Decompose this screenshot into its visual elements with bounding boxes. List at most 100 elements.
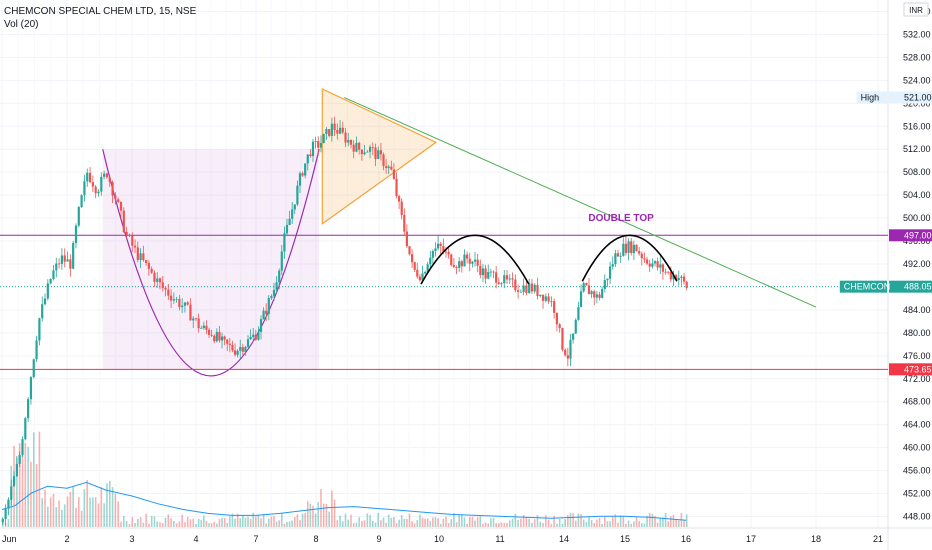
- candle-body: [577, 307, 580, 320]
- volume-bar: [306, 501, 309, 527]
- time-axis[interactable]: Jun 2 3 4 7 8 9 10 11 14 15 16 17 18 21: [2, 534, 883, 544]
- candle-body: [231, 344, 234, 351]
- currency-box[interactable]: [903, 2, 929, 17]
- candle-body: [328, 129, 331, 136]
- volume-bar: [421, 517, 424, 527]
- volume-bar: [533, 519, 536, 527]
- candle-body: [119, 201, 123, 211]
- candle-body: [202, 325, 205, 328]
- volume-bar: [322, 503, 325, 527]
- volume-bar: [468, 516, 471, 527]
- volume-bar: [395, 523, 398, 527]
- candle-body: [593, 291, 596, 298]
- price-tag-value: 473.65: [904, 364, 932, 374]
- price-tag: [889, 280, 932, 293]
- price-tick-label: 456.00: [903, 466, 931, 476]
- volume-bar: [625, 523, 627, 527]
- price-tick-label: 472.00: [903, 374, 931, 384]
- volume-bar: [662, 517, 664, 527]
- volume-bar: [242, 514, 244, 527]
- candle-body: [489, 271, 492, 273]
- candle-body: [317, 141, 320, 148]
- candle-body: [622, 243, 625, 256]
- volume-bar: [531, 522, 533, 527]
- volume-bar: [137, 518, 139, 527]
- volume-bar: [683, 520, 685, 527]
- candle-body: [442, 246, 445, 252]
- volume-bar: [455, 522, 458, 527]
- candle-body: [18, 455, 21, 464]
- candle-body: [635, 244, 638, 252]
- candle-body: [410, 254, 414, 263]
- volume-bar: [596, 519, 598, 527]
- volume-bar: [226, 522, 229, 527]
- volume-bar: [411, 521, 413, 527]
- candle-body: [333, 123, 336, 131]
- volume-bar: [393, 516, 395, 527]
- volume-bar: [341, 521, 344, 527]
- volume-bar: [283, 523, 286, 527]
- candle-body: [408, 246, 411, 255]
- candle-body: [544, 296, 547, 301]
- volume-bar: [159, 522, 161, 527]
- volume-bar: [675, 519, 677, 527]
- volume-bar: [94, 497, 97, 527]
- volume-bar: [659, 518, 662, 527]
- volume-bar: [601, 524, 603, 527]
- candle-body: [158, 278, 162, 283]
- candle-body: [41, 304, 44, 319]
- candle-body: [511, 278, 514, 280]
- candle-body: [553, 301, 556, 313]
- volume-bar: [545, 515, 547, 527]
- volume-bar: [192, 518, 195, 527]
- candle-body: [83, 181, 86, 196]
- candle-body: [66, 259, 69, 262]
- candle-body: [153, 272, 156, 282]
- candle-body: [664, 271, 667, 273]
- candle-body: [278, 270, 281, 283]
- volume-bar: [511, 518, 514, 527]
- volume-bar: [609, 521, 611, 527]
- volume-bar: [630, 523, 633, 527]
- candle-body: [246, 339, 250, 347]
- candle-body: [587, 285, 591, 295]
- volume-bar: [252, 512, 255, 527]
- candle-body: [390, 166, 393, 170]
- volume-indicator-label[interactable]: Vol (20): [4, 19, 39, 30]
- candle-body: [680, 276, 683, 278]
- candle-body: [207, 329, 211, 335]
- candle-body: [653, 261, 657, 264]
- symbol-title[interactable]: CHEMCON SPECIAL CHEM LTD, 15, NSE: [4, 6, 197, 17]
- candle-body: [241, 347, 244, 352]
- candle-body: [215, 331, 218, 342]
- price-axis[interactable]: 448.00 452.00 456.00 460.00 464.00 468.00 472.…: [903, 6, 931, 521]
- candle-body: [194, 318, 198, 320]
- candle-body: [298, 173, 302, 186]
- volume-bar: [416, 520, 419, 527]
- volume-bar: [223, 517, 226, 527]
- candle-body: [301, 173, 304, 176]
- volume-bar: [125, 520, 128, 527]
- time-tick-label: 16: [681, 534, 691, 544]
- candle-body: [418, 276, 421, 281]
- price-tag: [889, 229, 932, 242]
- candle-body: [169, 295, 173, 301]
- volume-bar: [344, 513, 347, 527]
- candle-body: [236, 350, 239, 355]
- volume-bar: [142, 522, 145, 527]
- price-tick-label: 528.00: [903, 52, 931, 62]
- candle-body: [304, 163, 307, 176]
- candle-body: [675, 275, 678, 281]
- volume-bar: [547, 519, 550, 527]
- volume-bar: [131, 517, 134, 527]
- volume-bar: [385, 522, 387, 527]
- candle-body: [233, 350, 237, 355]
- candle-body: [550, 301, 553, 303]
- candle-body: [595, 294, 598, 298]
- candle-body: [220, 336, 224, 341]
- candle-body: [249, 336, 252, 340]
- volume-bar: [280, 512, 283, 527]
- volume-bar: [514, 513, 517, 527]
- volume-bar: [288, 521, 291, 527]
